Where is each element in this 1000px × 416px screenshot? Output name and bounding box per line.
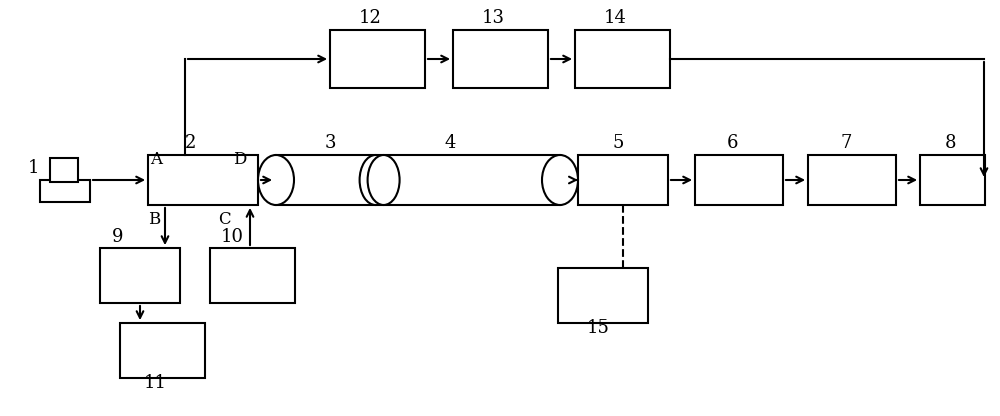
Bar (210, 248, 295, 303)
Text: B: B (148, 210, 160, 228)
Text: 7: 7 (840, 134, 852, 152)
Bar (50, 158, 78, 182)
Ellipse shape (374, 161, 385, 199)
Bar (558, 268, 648, 323)
Text: 5: 5 (612, 134, 624, 152)
Text: D: D (233, 151, 247, 168)
Bar (120, 323, 205, 378)
Text: 8: 8 (944, 134, 956, 152)
Ellipse shape (360, 155, 392, 205)
Bar (40, 180, 90, 202)
Ellipse shape (368, 155, 400, 205)
Text: 9: 9 (112, 228, 124, 246)
Text: 10: 10 (220, 228, 244, 246)
Bar (578, 155, 668, 205)
Bar (276, 155, 560, 205)
Bar (695, 155, 783, 205)
Text: 3: 3 (324, 134, 336, 152)
Text: 11: 11 (144, 374, 166, 392)
Bar (575, 30, 670, 88)
Text: 4: 4 (444, 134, 456, 152)
Text: 2: 2 (184, 134, 196, 152)
Text: 1: 1 (27, 159, 39, 177)
Bar (920, 155, 985, 205)
Bar (100, 248, 180, 303)
Text: 15: 15 (587, 319, 609, 337)
Bar (148, 155, 258, 205)
Text: C: C (218, 210, 230, 228)
Text: 13: 13 (482, 9, 505, 27)
Bar (330, 30, 425, 88)
Text: A: A (150, 151, 162, 168)
Bar (453, 30, 548, 88)
Ellipse shape (542, 155, 578, 205)
Text: 12: 12 (359, 9, 381, 27)
Bar (808, 155, 896, 205)
Text: 6: 6 (727, 134, 739, 152)
Text: 14: 14 (604, 9, 626, 27)
Ellipse shape (258, 155, 294, 205)
